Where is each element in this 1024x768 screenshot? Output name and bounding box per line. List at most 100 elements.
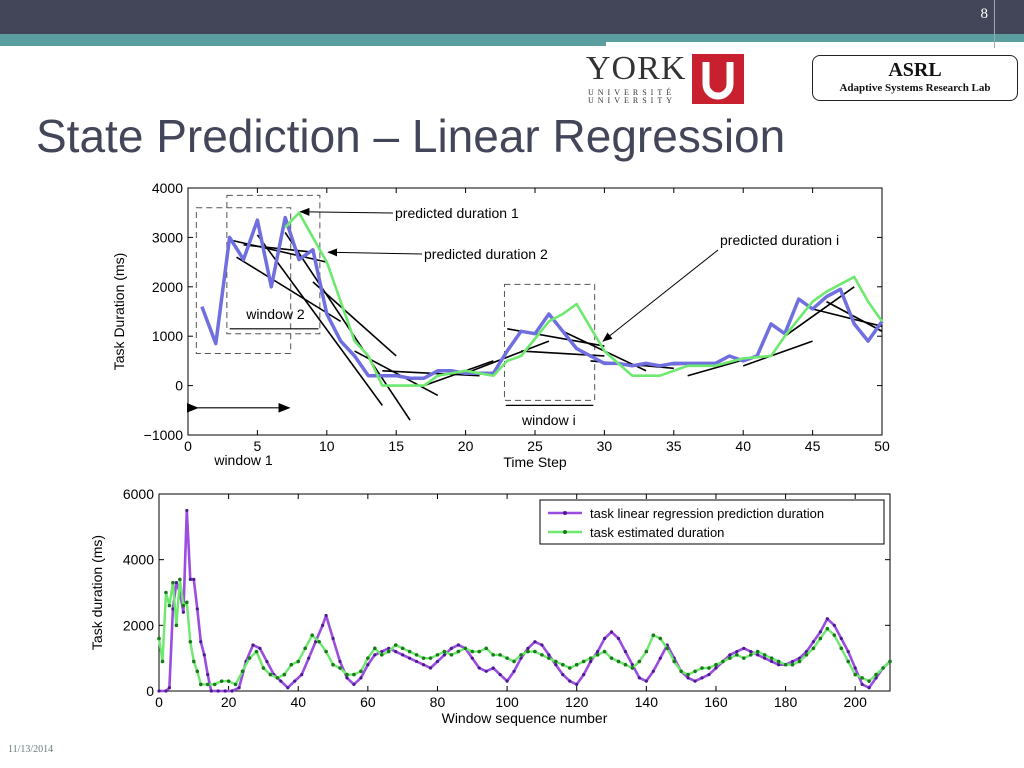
estimated-point bbox=[195, 669, 200, 674]
prediction-point bbox=[366, 663, 370, 667]
york-logo-line2: UNIVERSITY bbox=[588, 96, 676, 105]
prediction-point bbox=[164, 689, 168, 693]
estimated-point bbox=[212, 682, 217, 687]
prediction-point bbox=[373, 653, 377, 657]
chart1-x-tick-label: 30 bbox=[597, 438, 613, 454]
prediction-point bbox=[839, 636, 843, 641]
york-logo-mark bbox=[692, 54, 744, 104]
estimated-point bbox=[867, 679, 871, 683]
estimated-point bbox=[296, 659, 301, 664]
estimated-point bbox=[275, 676, 280, 680]
chart2-x-tick-label: 60 bbox=[360, 694, 376, 710]
header-stripe bbox=[0, 34, 1024, 42]
prediction-point bbox=[867, 686, 871, 690]
estimated-point bbox=[174, 623, 179, 628]
estimated-point bbox=[352, 672, 356, 677]
prediction-point bbox=[763, 656, 767, 660]
chart2-x-tick-label: 160 bbox=[704, 694, 728, 710]
prediction-point bbox=[408, 656, 412, 660]
estimated-point bbox=[219, 679, 224, 683]
annotation-window-2: window 2 bbox=[245, 306, 305, 322]
prediction-point bbox=[860, 682, 864, 687]
prediction-point bbox=[223, 689, 227, 693]
chart1-x-axis-title: Time Step bbox=[503, 454, 566, 470]
prediction-point bbox=[251, 643, 255, 647]
regression-line bbox=[256, 234, 383, 406]
estimated-point bbox=[470, 649, 475, 654]
estimated-point bbox=[421, 656, 426, 660]
chart2-y-tick-label: 0 bbox=[146, 683, 154, 699]
prediction-point bbox=[658, 656, 662, 660]
prediction-point bbox=[582, 672, 586, 677]
estimated-point bbox=[393, 643, 398, 647]
estimated-point bbox=[240, 669, 245, 674]
prediction-point bbox=[630, 663, 635, 667]
prediction-point bbox=[456, 643, 460, 647]
estimated-point bbox=[428, 656, 433, 660]
estimated-point bbox=[185, 600, 189, 605]
estimated-point bbox=[811, 646, 816, 651]
estimated-point bbox=[386, 649, 391, 654]
estimated-point bbox=[748, 653, 753, 657]
chart1-x-tick-label: 0 bbox=[184, 438, 192, 454]
estimated-point bbox=[581, 659, 586, 664]
estimated-point bbox=[303, 646, 308, 651]
prediction-point bbox=[199, 640, 203, 644]
chart2-y-tick-label: 4000 bbox=[123, 552, 154, 568]
estimated-point bbox=[776, 659, 781, 664]
estimated-point bbox=[157, 636, 161, 641]
estimated-point bbox=[414, 653, 419, 657]
prediction-point bbox=[279, 679, 283, 683]
chart2-y-tick-label: 2000 bbox=[123, 617, 154, 633]
prediction-point bbox=[519, 656, 523, 660]
estimated-point bbox=[797, 659, 802, 664]
prediction-point bbox=[265, 659, 269, 664]
estimated-point bbox=[825, 626, 830, 631]
legend-marker-prediction bbox=[563, 511, 567, 515]
prediction-point bbox=[300, 672, 304, 677]
estimated-point bbox=[226, 679, 231, 683]
estimated-point bbox=[769, 656, 774, 660]
chart2-x-tick-label: 20 bbox=[221, 694, 237, 710]
estimated-point bbox=[762, 653, 767, 657]
prediction-point bbox=[421, 663, 426, 667]
prediction-point bbox=[314, 640, 318, 644]
estimated-point bbox=[512, 659, 516, 664]
prediction-point bbox=[853, 666, 857, 670]
estimated-point bbox=[254, 649, 259, 654]
prediction-point bbox=[331, 636, 335, 641]
estimated-point bbox=[160, 659, 165, 664]
annotation-window-i: window i bbox=[521, 412, 576, 428]
prediction-point bbox=[394, 650, 398, 654]
prediction-point bbox=[321, 623, 325, 627]
prediction-point bbox=[714, 666, 718, 670]
footer-date: 11/13/2014 bbox=[8, 744, 54, 755]
window-i-box bbox=[503, 283, 596, 401]
estimated-point bbox=[560, 662, 565, 667]
estimated-point bbox=[790, 662, 795, 667]
prediction-point bbox=[359, 676, 363, 680]
estimated-point bbox=[366, 656, 370, 660]
estimated-point bbox=[832, 633, 837, 637]
series-predicted-duration bbox=[284, 211, 884, 387]
estimated-point bbox=[651, 633, 656, 637]
prediction-point bbox=[185, 508, 189, 513]
annotation-window-1: window 1 bbox=[213, 452, 273, 468]
slide-title: State Prediction – Linear Regression bbox=[36, 110, 786, 162]
prediction-point bbox=[387, 646, 391, 650]
prediction-point bbox=[832, 623, 836, 627]
prediction-point bbox=[206, 672, 210, 677]
prediction-point bbox=[237, 686, 241, 690]
arrow-predicted-duration-1 bbox=[299, 207, 394, 216]
prediction-point bbox=[505, 679, 509, 683]
prediction-point bbox=[756, 653, 760, 657]
estimated-point bbox=[846, 659, 851, 664]
estimated-point bbox=[574, 662, 579, 667]
legend-label-prediction: task linear regression prediction durati… bbox=[590, 506, 824, 521]
prediction-point bbox=[202, 653, 206, 657]
prediction-point bbox=[609, 630, 614, 634]
estimated-point bbox=[188, 639, 193, 644]
prediction-point bbox=[846, 650, 850, 654]
chart1-y-tick-label: 4000 bbox=[152, 180, 183, 196]
prediction-point bbox=[380, 650, 384, 654]
